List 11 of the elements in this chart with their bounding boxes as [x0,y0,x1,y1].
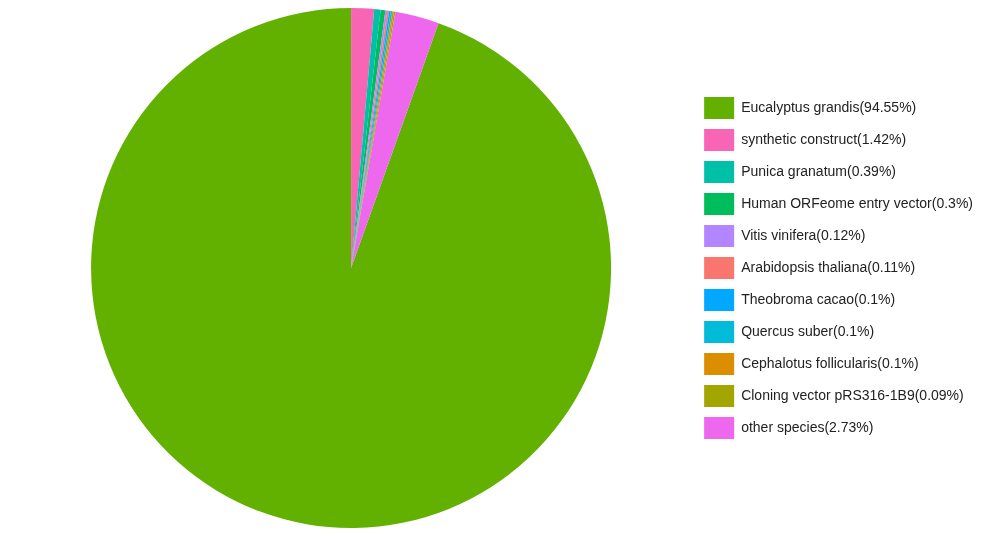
legend-label: Vitis vinifera(0.12%) [741,226,866,243]
legend-label: Arabidopsis thaliana(0.11%) [741,258,916,275]
legend-label: Punica granatum(0.39%) [741,162,897,179]
legend-label: other species(2.73%) [741,418,874,435]
legend-label: Cloning vector pRS316-1B9(0.09%) [741,386,964,403]
legend-label: Cephalotus follicularis(0.1%) [741,354,919,371]
legend-label: Human ORFeome entry vector(0.3%) [741,194,973,211]
legend-label: synthetic construct(1.42%) [741,130,907,147]
legend-label: Eucalyptus grandis(94.55%) [741,98,917,115]
legend-label: Theobroma cacao(0.1%) [741,290,896,307]
legend-label: Quercus suber(0.1%) [741,322,875,339]
